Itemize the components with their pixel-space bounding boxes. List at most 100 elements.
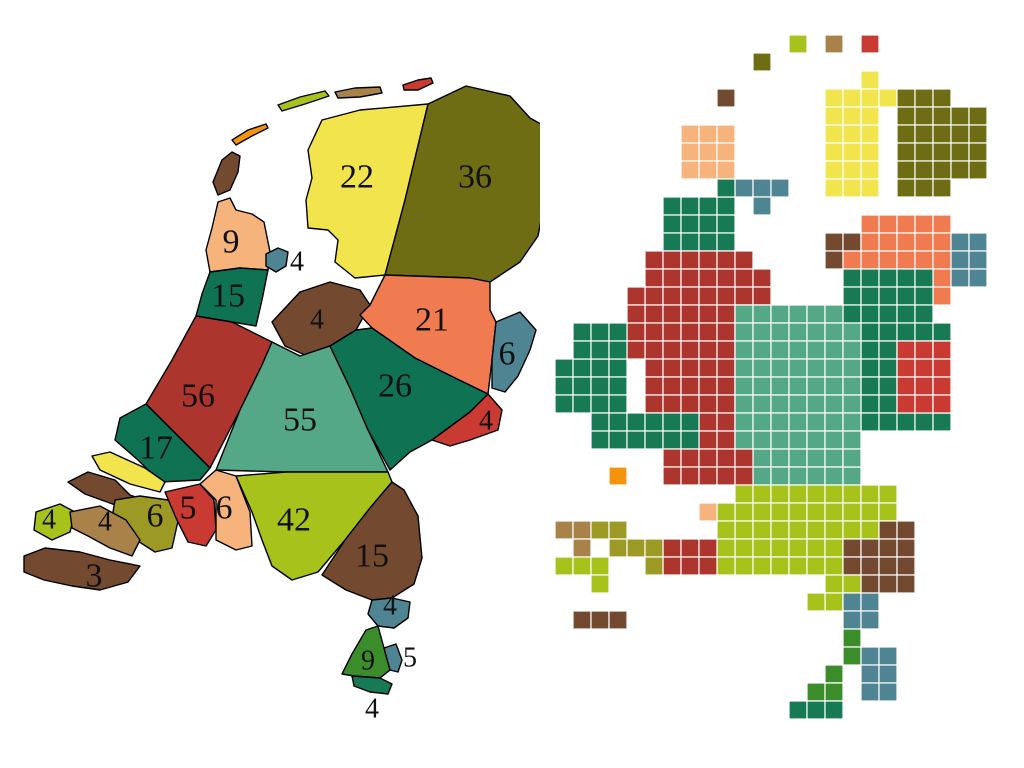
grid-cell-noord-holland [716, 340, 736, 360]
grid-cell-lime [842, 502, 862, 522]
grid-cell-dark-green [878, 286, 898, 306]
grid-cell-dark-green [878, 394, 898, 414]
grid-cell-lime [824, 520, 844, 540]
grid-cell-teal [968, 232, 988, 252]
label-friesland: 22 [340, 159, 374, 196]
grid-cell-dark-green [896, 268, 916, 288]
grid-cell-groningen [914, 124, 934, 144]
grid-cell-dark-green [662, 196, 682, 216]
grid-cell-noord-holland [644, 286, 664, 306]
grid-cell-groningen [896, 178, 916, 198]
grid-cell-lime [842, 484, 862, 504]
grid-cell-dark-green [608, 358, 628, 378]
grid-cell-dark-green [590, 322, 610, 342]
grid-cell-dark-green [572, 322, 592, 342]
grid-cell-flevoland [860, 556, 880, 576]
grid-cell-dark-green [896, 412, 916, 432]
grid-cell-dark-green [914, 412, 934, 432]
grid-cell-teal [968, 250, 988, 270]
grid-cell-gelderland [770, 448, 790, 468]
grid-cell-noord-holland [734, 448, 754, 468]
grid-cell-dark-green [626, 430, 646, 450]
grid-cell-noord-holland [680, 304, 700, 324]
grid-cell-drenthe [932, 250, 952, 270]
grid-cell-gelderland [824, 304, 844, 324]
grid-cell-teal [878, 682, 898, 702]
grid-cell-noord-holland [626, 304, 646, 324]
grid-cell-zuid-holland [914, 340, 934, 360]
island-schiermonnikoog [334, 86, 383, 99]
grid-cell-gelderland [806, 304, 826, 324]
grid-cell-teal [752, 196, 772, 216]
grid-cell-groningen [968, 160, 988, 180]
grid-cell-drenthe [932, 268, 952, 288]
grid-cell-lime [770, 520, 790, 540]
grid-cell-gelderland [770, 430, 790, 450]
grid-cell-lime [842, 574, 862, 594]
island-rottumeroog [402, 77, 434, 91]
grid-cell-gelderland [752, 304, 772, 324]
grid-cell-drenthe [896, 232, 916, 252]
grid-cell-zeeland-olive [644, 538, 664, 558]
label-achterhoek: 4 [479, 406, 493, 437]
grid-cell-gelderland [734, 394, 754, 414]
grid-cell-gelderland [770, 394, 790, 414]
label-haarlem-leiden: 56 [181, 378, 215, 415]
grid-cell-gelderland [824, 448, 844, 468]
grid-cell-limburg [842, 628, 862, 648]
grid-cell-groningen [896, 88, 916, 108]
island-ameland [277, 90, 330, 112]
grid-cell-noord-holland [680, 556, 700, 576]
grid-cell-limburg [806, 682, 826, 702]
grid-cell-gelderland [770, 412, 790, 432]
grid-cell-dark-green [662, 412, 682, 432]
grid-cell-lime [788, 556, 808, 576]
grid-cell-noord-holland [680, 250, 700, 270]
grid-cell-dark-green [914, 286, 934, 306]
grid-cell-noord-holland [662, 250, 682, 270]
grid-cell-zuid-holland [932, 358, 952, 378]
grid-cell-dark-green [698, 232, 718, 252]
label-gorinchem: 6 [216, 490, 233, 527]
grid-cell-groningen [968, 124, 988, 144]
grid-cell-friesland [860, 70, 880, 90]
grid-cell-dark-green [860, 394, 880, 414]
grid-cell-dark-green [590, 358, 610, 378]
grid-cell-dark-green [860, 268, 880, 288]
grid-cell-zeeland-olive [590, 520, 610, 540]
grid-cell-noord-holland [716, 286, 736, 306]
grid-cell-lime [572, 556, 592, 576]
grid-cell-drenthe [878, 232, 898, 252]
grid-cell-friesland [860, 160, 880, 180]
grid-cell-dark-green [572, 394, 592, 414]
grid-cell-gelderland [770, 466, 790, 486]
grid-cell-teal [752, 178, 772, 198]
grid-cell-gelderland [770, 376, 790, 396]
grid-cell-dark-green [842, 286, 862, 306]
grid-cell-friesland [842, 142, 862, 162]
grid-cell-groningen [950, 142, 970, 162]
grid-cell-dark-green [860, 304, 880, 324]
grid-cell-drenthe [896, 214, 916, 234]
grid-cell-friesland [842, 88, 862, 108]
grid-cell-friesland [860, 142, 880, 162]
grid-cell-drenthe [914, 232, 934, 252]
grid-cell-lime [716, 538, 736, 558]
grid-cell-noord-holland [644, 340, 664, 360]
grid-cell-lime [806, 556, 826, 576]
grid-cell-zuid-holland [914, 394, 934, 414]
grid-cell-zeeland-olive [608, 538, 628, 558]
grid-cell-lime [824, 574, 844, 594]
grid-cell-dark-green [878, 412, 898, 432]
grid-cell-noord-holland [698, 250, 718, 270]
grid-cell-noord-holland [752, 286, 772, 306]
grid-cell-friesland [860, 124, 880, 144]
grid-cell-zuid-holland [932, 376, 952, 396]
grid-cell-noord-holland [716, 358, 736, 378]
grid-cell-zuid-holland [914, 376, 934, 396]
label-brabant-east: 15 [355, 538, 389, 575]
grid-cell-lime [734, 538, 754, 558]
grid-cell-dark-green [554, 358, 574, 378]
grid-cell-zuid-holland [896, 394, 916, 414]
